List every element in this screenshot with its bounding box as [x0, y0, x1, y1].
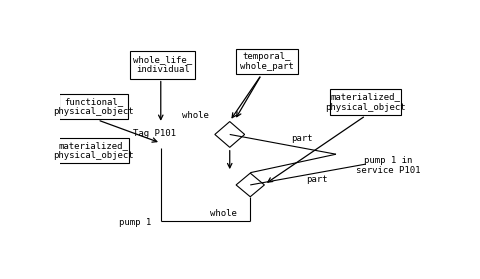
FancyBboxPatch shape [236, 49, 297, 74]
Text: Tag P101: Tag P101 [132, 129, 175, 138]
Text: whole: whole [210, 210, 237, 218]
Text: part: part [306, 175, 327, 184]
FancyBboxPatch shape [58, 138, 129, 163]
Text: materialized_
physical_object: materialized_ physical_object [325, 93, 405, 112]
FancyBboxPatch shape [330, 89, 400, 115]
Text: whole_life_
individual: whole_life_ individual [133, 55, 192, 74]
Text: part: part [291, 134, 312, 143]
Text: pump 1 in
service P101: pump 1 in service P101 [355, 156, 420, 175]
FancyBboxPatch shape [130, 51, 195, 79]
Text: functional_
physical_object: functional_ physical_object [53, 97, 134, 116]
Text: materialized_
physical_object: materialized_ physical_object [53, 141, 134, 160]
FancyBboxPatch shape [59, 94, 128, 119]
Text: temporal_
whole_part: temporal_ whole_part [240, 52, 293, 71]
Text: whole: whole [182, 110, 209, 120]
Text: pump 1: pump 1 [118, 218, 151, 227]
